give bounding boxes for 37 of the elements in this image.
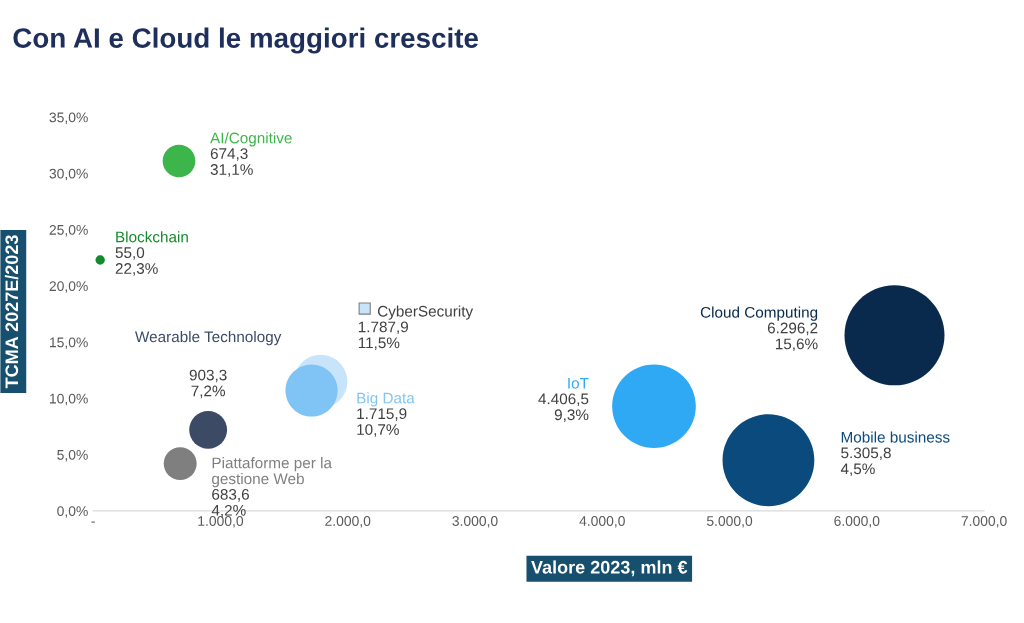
data-label: 1.787,9 11,5%	[358, 321, 408, 350]
series-label: Big Data	[357, 392, 415, 407]
x-tick-label: 3.000,0	[452, 516, 498, 528]
data-label: 674,3 31,1%	[210, 148, 253, 177]
data-label: 1.715,9 10,7%	[357, 408, 407, 437]
data-label: 903,3 7,2%	[189, 369, 227, 399]
series-label: AI/Cognitive	[210, 132, 292, 147]
series-label: Piattaforme per la gestione Web	[212, 457, 332, 488]
data-label: 55,0 22,3%	[115, 247, 158, 276]
y-tick-label: 0,0%	[57, 506, 88, 518]
data-label: 4.406,5 9,3%	[538, 393, 589, 422]
x-tick-label: 7.000,0	[961, 516, 1007, 528]
series-label: IoT	[568, 377, 589, 389]
y-tick-label: 15,0%	[50, 337, 88, 349]
series-label: Cloud Computing	[700, 306, 818, 321]
x-tick-label: 4.000,0	[579, 516, 625, 528]
y-tick-label: 10,0%	[50, 393, 88, 406]
y-tick-label: 5,0%	[57, 449, 88, 462]
data-label: 683,6 4,2%	[211, 489, 249, 518]
x-tick-label: 6.000,0	[834, 516, 880, 528]
series-label: Mobile business	[841, 431, 950, 443]
y-tick-label: 35,0%	[49, 112, 88, 124]
series-label: Blockchain	[116, 231, 188, 243]
y-tick-label: 20,0%	[49, 281, 88, 293]
x-tick-label: 5.000,0	[706, 516, 753, 528]
data-label: 6.296,2 15,6%	[767, 322, 818, 352]
text: Wearable Technology	[135, 330, 282, 346]
x-axis-title: Valore 2023, mln €	[531, 560, 688, 577]
chart-title: Con AI e Cloud le maggiori crescite	[13, 27, 478, 54]
y-axis-title: TCMA 2027E/2023	[4, 235, 19, 389]
x-tick-label: 2.000,0	[325, 516, 371, 528]
legend-label: CyberSecurity	[377, 305, 474, 320]
data-label: 5.305,8 4,5%	[840, 447, 891, 476]
y-tick-label: 30,0%	[49, 168, 88, 181]
x-tick-label: 1.000,0	[198, 516, 244, 528]
x-tick-label: -	[91, 521, 95, 523]
y-tick-label: 25,0%	[49, 224, 88, 237]
